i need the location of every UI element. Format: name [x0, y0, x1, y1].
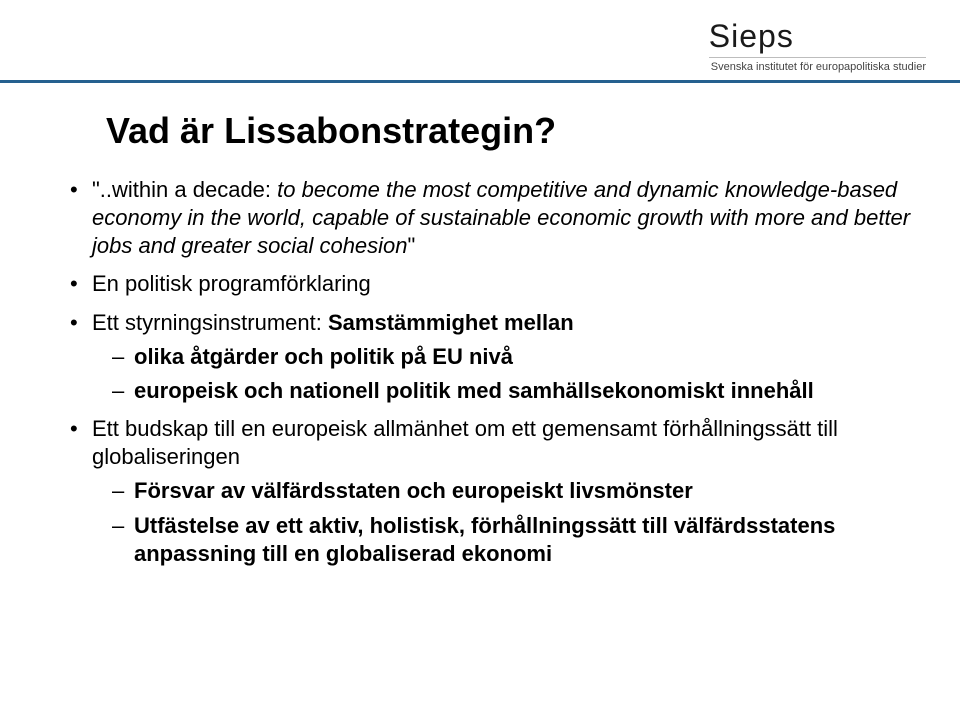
- bullet-text: Ett budskap till en europeisk allmänhet …: [92, 416, 838, 469]
- sub-bullet-text: Utfästelse av ett aktiv, holistisk, förh…: [134, 513, 835, 566]
- sub-bullet-text: europeisk och nationell politik med samh…: [134, 378, 814, 403]
- bullet-item: Ett styrningsinstrument: Samstämmighet m…: [70, 309, 920, 405]
- bullet-item: "..within a decade: to become the most c…: [70, 176, 920, 260]
- bullet-item: En politisk programförklaring: [70, 270, 920, 298]
- logo-subtitle: Svenska institutet för europapolitiska s…: [709, 57, 926, 73]
- sub-bullet-item: Försvar av välfärdsstaten och europeiskt…: [112, 477, 920, 505]
- sub-bullet-item: Utfästelse av ett aktiv, holistisk, förh…: [112, 512, 920, 568]
- sub-bullet-text: olika åtgärder och politik på EU nivå: [134, 344, 513, 369]
- sub-bullet-text: Försvar av välfärdsstaten och europeiskt…: [134, 478, 693, 503]
- content: Vad är Lissabonstrategin? "..within a de…: [70, 110, 920, 578]
- slide-title: Vad är Lissabonstrategin?: [106, 110, 920, 152]
- logo-title: Sieps: [709, 18, 926, 55]
- sub-bullet-item: europeisk och nationell politik med samh…: [112, 377, 920, 405]
- bullet-text-pre: Ett styrningsinstrument:: [92, 310, 328, 335]
- bullet-item: Ett budskap till en europeisk allmänhet …: [70, 415, 920, 568]
- bullet-list: "..within a decade: to become the most c…: [70, 176, 920, 568]
- sub-bullet-list: olika åtgärder och politik på EU nivå eu…: [112, 343, 920, 405]
- sub-bullet-list: Försvar av välfärdsstaten och europeiskt…: [112, 477, 920, 567]
- bullet-text: En politisk programförklaring: [92, 271, 371, 296]
- bullet-text-prefix: "..within a decade:: [92, 177, 277, 202]
- sub-bullet-item: olika åtgärder och politik på EU nivå: [112, 343, 920, 371]
- logo: Sieps Svenska institutet för europapolit…: [709, 18, 926, 73]
- divider-line: [0, 80, 960, 83]
- slide: Sieps Svenska institutet för europapolit…: [0, 0, 960, 705]
- bullet-text-bold: Samstämmighet mellan: [328, 310, 574, 335]
- bullet-text-suffix: ": [408, 233, 416, 258]
